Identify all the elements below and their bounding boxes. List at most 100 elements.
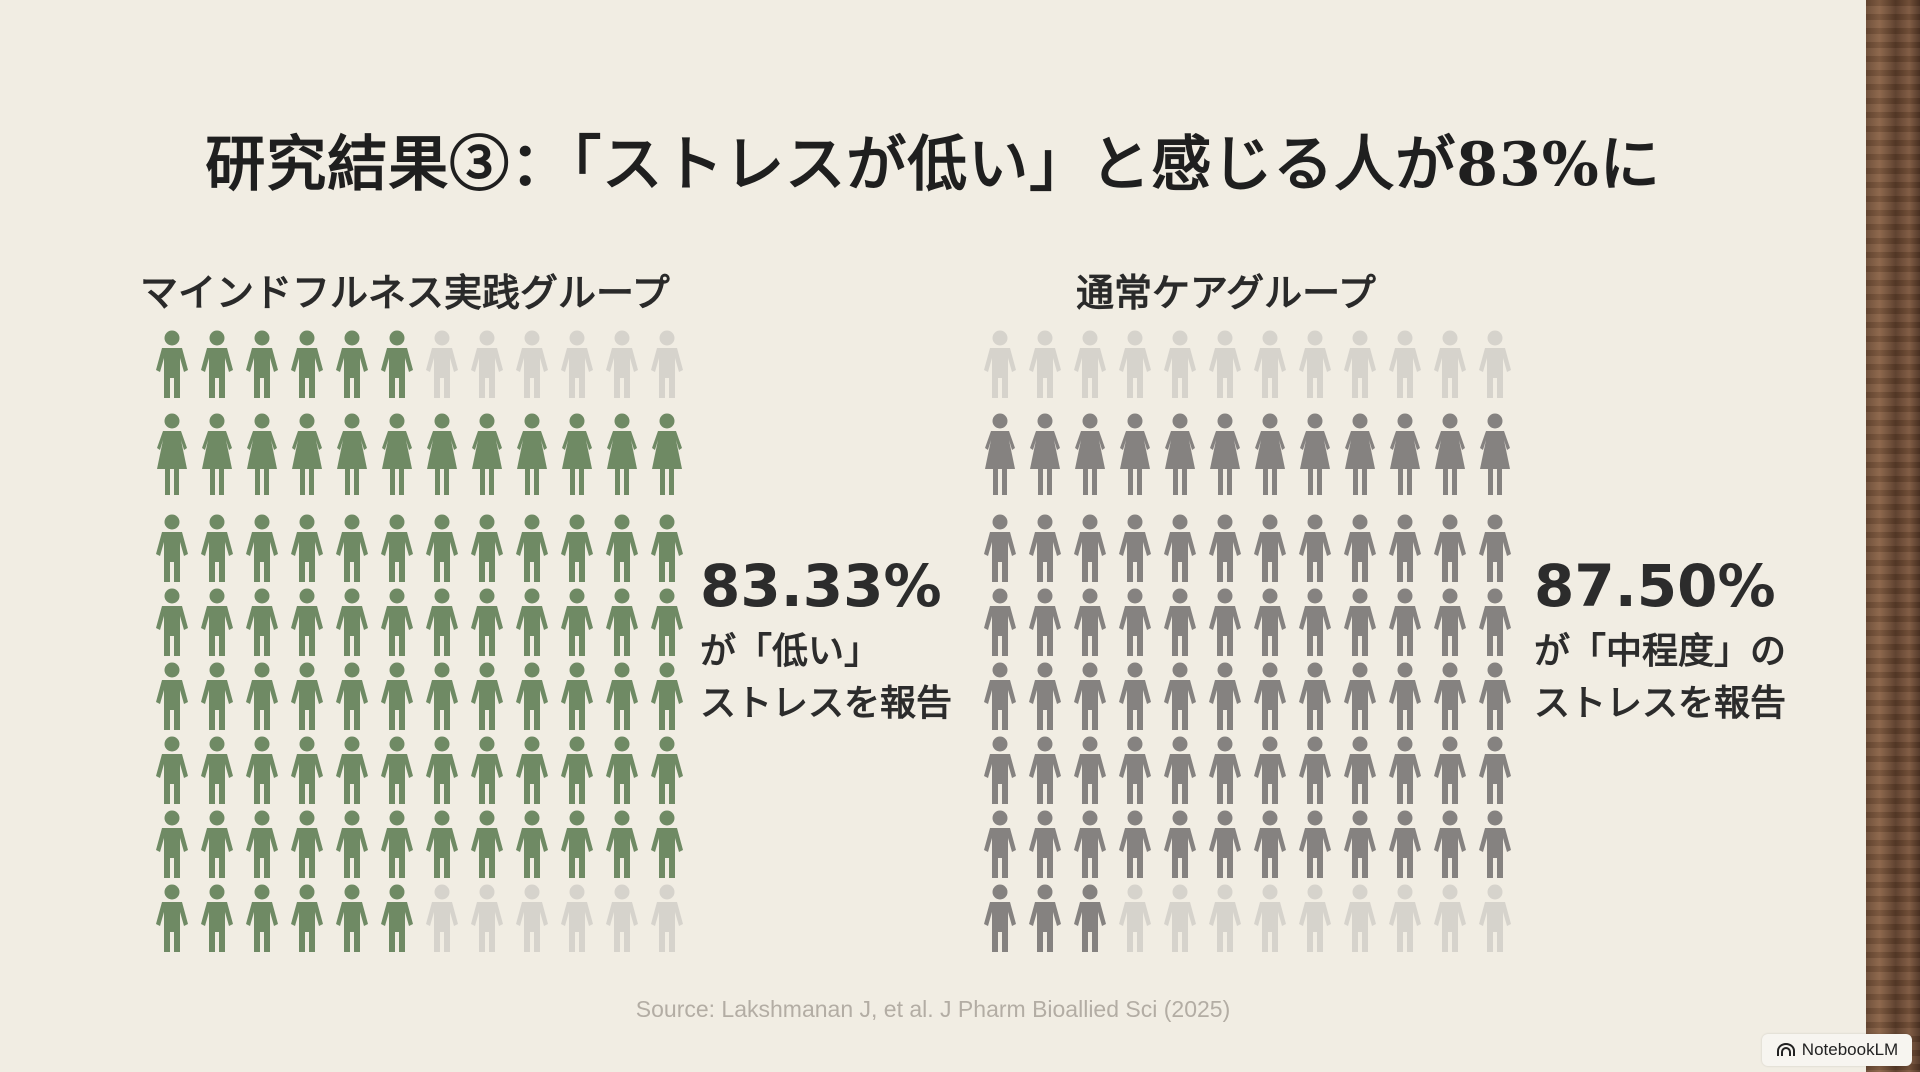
usual-care-person-icon-r5c9: [1344, 662, 1376, 730]
mindfulness-person-icon-r8c3: [246, 884, 278, 952]
usual-care-person-icon-r2c6: [1210, 413, 1240, 495]
mindfulness-person-icon-r6c12: [651, 736, 683, 804]
usual-care-person-icon-r8c11: [1434, 884, 1466, 952]
mindfulness-person-icon-r2c12: [652, 413, 682, 495]
usual-care-person-icon-r4c2: [1029, 588, 1061, 656]
usual-care-person-icon-r1c3: [1074, 330, 1106, 398]
mindfulness-person-icon-r7c6: [381, 810, 413, 878]
mindfulness-person-icon-r7c9: [516, 810, 548, 878]
usual-care-person-icon-r3c5: [1164, 514, 1196, 582]
usual-care-person-icon-r6c7: [1254, 736, 1286, 804]
usual-care-person-icon-r4c9: [1344, 588, 1376, 656]
usual-care-person-icon-r7c7: [1254, 810, 1286, 878]
usual-care-person-icon-r2c8: [1300, 413, 1330, 495]
mindfulness-person-icon-r3c12: [651, 514, 683, 582]
mindfulness-person-icon-r5c9: [516, 662, 548, 730]
usual-care-person-icon-r8c10: [1389, 884, 1421, 952]
usual-care-person-icon-r8c9: [1344, 884, 1376, 952]
mindfulness-person-icon-r5c10: [561, 662, 593, 730]
mindfulness-person-icon-r5c7: [426, 662, 458, 730]
usual-care-person-icon-r2c1: [985, 413, 1015, 495]
mindfulness-person-icon-r2c7: [427, 413, 457, 495]
mindfulness-person-icon-r2c6: [382, 413, 412, 495]
mindfulness-person-icon-r4c1: [156, 588, 188, 656]
mindfulness-person-icon-r6c8: [471, 736, 503, 804]
mindfulness-person-icon-r4c3: [246, 588, 278, 656]
mindfulness-person-icon-r1c4: [291, 330, 323, 398]
mindfulness-person-icon-r2c11: [607, 413, 637, 495]
mindfulness-person-icon-r3c5: [336, 514, 368, 582]
slide-title: 研究結果③：「ストレスが低い」と感じる人が83%に: [205, 130, 1661, 200]
description-line-2: ストレスを報告: [1534, 683, 1787, 724]
mindfulness-person-icon-r6c11: [606, 736, 638, 804]
usual-care-person-icon-r7c1: [984, 810, 1016, 878]
description-line-2: ストレスを報告: [700, 683, 953, 724]
mindfulness-person-icon-r5c6: [381, 662, 413, 730]
percent-value-usual-care: 87.50%: [1534, 552, 1776, 620]
mindfulness-person-icon-r5c11: [606, 662, 638, 730]
mindfulness-person-icon-r4c10: [561, 588, 593, 656]
usual-care-person-icon-r1c1: [984, 330, 1016, 398]
usual-care-person-icon-r1c9: [1344, 330, 1376, 398]
usual-care-person-icon-r8c5: [1164, 884, 1196, 952]
mindfulness-person-icon-r3c1: [156, 514, 188, 582]
usual-care-person-icon-r1c4: [1119, 330, 1151, 398]
usual-care-person-icon-r6c4: [1119, 736, 1151, 804]
usual-care-person-icon-r4c3: [1074, 588, 1106, 656]
source-citation: Source: Lakshmanan J, et al. J Pharm Bio…: [635, 996, 1231, 1022]
mindfulness-person-icon-r5c8: [471, 662, 503, 730]
mindfulness-person-icon-r7c8: [471, 810, 503, 878]
usual-care-person-icon-r7c9: [1344, 810, 1376, 878]
mindfulness-person-icon-r4c11: [606, 588, 638, 656]
usual-care-person-icon-r1c6: [1209, 330, 1241, 398]
usual-care-person-icon-r3c9: [1344, 514, 1376, 582]
usual-care-person-icon-r6c2: [1029, 736, 1061, 804]
mindfulness-person-icon-r8c5: [336, 884, 368, 952]
usual-care-person-icon-r7c8: [1299, 810, 1331, 878]
usual-care-person-icon-r2c3: [1075, 413, 1105, 495]
usual-care-person-icon-r7c4: [1119, 810, 1151, 878]
usual-care-person-icon-r3c3: [1074, 514, 1106, 582]
usual-care-person-icon-r4c11: [1434, 588, 1466, 656]
usual-care-person-icon-r6c6: [1209, 736, 1241, 804]
mindfulness-person-icon-r4c7: [426, 588, 458, 656]
mindfulness-person-icon-r6c1: [156, 736, 188, 804]
mindfulness-person-icon-r8c1: [156, 884, 188, 952]
mindfulness-person-icon-r6c5: [336, 736, 368, 804]
usual-care-person-icon-r4c7: [1254, 588, 1286, 656]
mindfulness-person-icon-r1c6: [381, 330, 413, 398]
usual-care-person-icon-r4c4: [1119, 588, 1151, 656]
mindfulness-person-icon-r2c8: [472, 413, 502, 495]
wood-edge-decoration: [1866, 0, 1920, 1072]
mindfulness-person-icon-r6c2: [201, 736, 233, 804]
usual-care-person-icon-r2c2: [1030, 413, 1060, 495]
mindfulness-person-icon-r3c2: [201, 514, 233, 582]
usual-care-person-icon-r5c5: [1164, 662, 1196, 730]
mindfulness-person-icon-r2c9: [517, 413, 547, 495]
mindfulness-person-icon-r8c12: [651, 884, 683, 952]
mindfulness-person-icon-r8c10: [561, 884, 593, 952]
mindfulness-person-icon-r5c2: [201, 662, 233, 730]
usual-care-person-icon-r2c4: [1120, 413, 1150, 495]
mindfulness-person-icon-r7c7: [426, 810, 458, 878]
description-line-1: が「中程度」の: [1534, 631, 1787, 672]
mindfulness-person-icon-r4c2: [201, 588, 233, 656]
usual-care-person-icon-r7c6: [1209, 810, 1241, 878]
usual-care-person-icon-r1c11: [1434, 330, 1466, 398]
usual-care-person-icon-r5c1: [984, 662, 1016, 730]
mindfulness-person-icon-r7c3: [246, 810, 278, 878]
notebooklm-badge: NotebookLM: [1762, 1034, 1912, 1066]
usual-care-person-icon-r7c11: [1434, 810, 1466, 878]
usual-care-person-icon-r4c6: [1209, 588, 1241, 656]
usual-care-person-icon-r7c5: [1164, 810, 1196, 878]
usual-care-person-icon-r2c5: [1165, 413, 1195, 495]
usual-care-person-icon-r4c5: [1164, 588, 1196, 656]
usual-care-person-icon-r3c12: [1479, 514, 1511, 582]
usual-care-person-icon-r6c1: [984, 736, 1016, 804]
description-line-1: が「低い」: [700, 631, 881, 672]
usual-care-person-icon-r8c8: [1299, 884, 1331, 952]
mindfulness-person-icon-r6c10: [561, 736, 593, 804]
mindfulness-person-icon-r8c4: [291, 884, 323, 952]
mindfulness-person-icon-r6c4: [291, 736, 323, 804]
mindfulness-person-icon-r8c11: [606, 884, 638, 952]
